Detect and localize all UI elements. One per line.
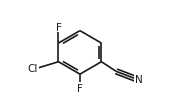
Text: N: N [135,74,143,84]
Text: F: F [56,22,61,32]
Text: F: F [77,83,83,93]
Text: Cl: Cl [28,63,38,73]
